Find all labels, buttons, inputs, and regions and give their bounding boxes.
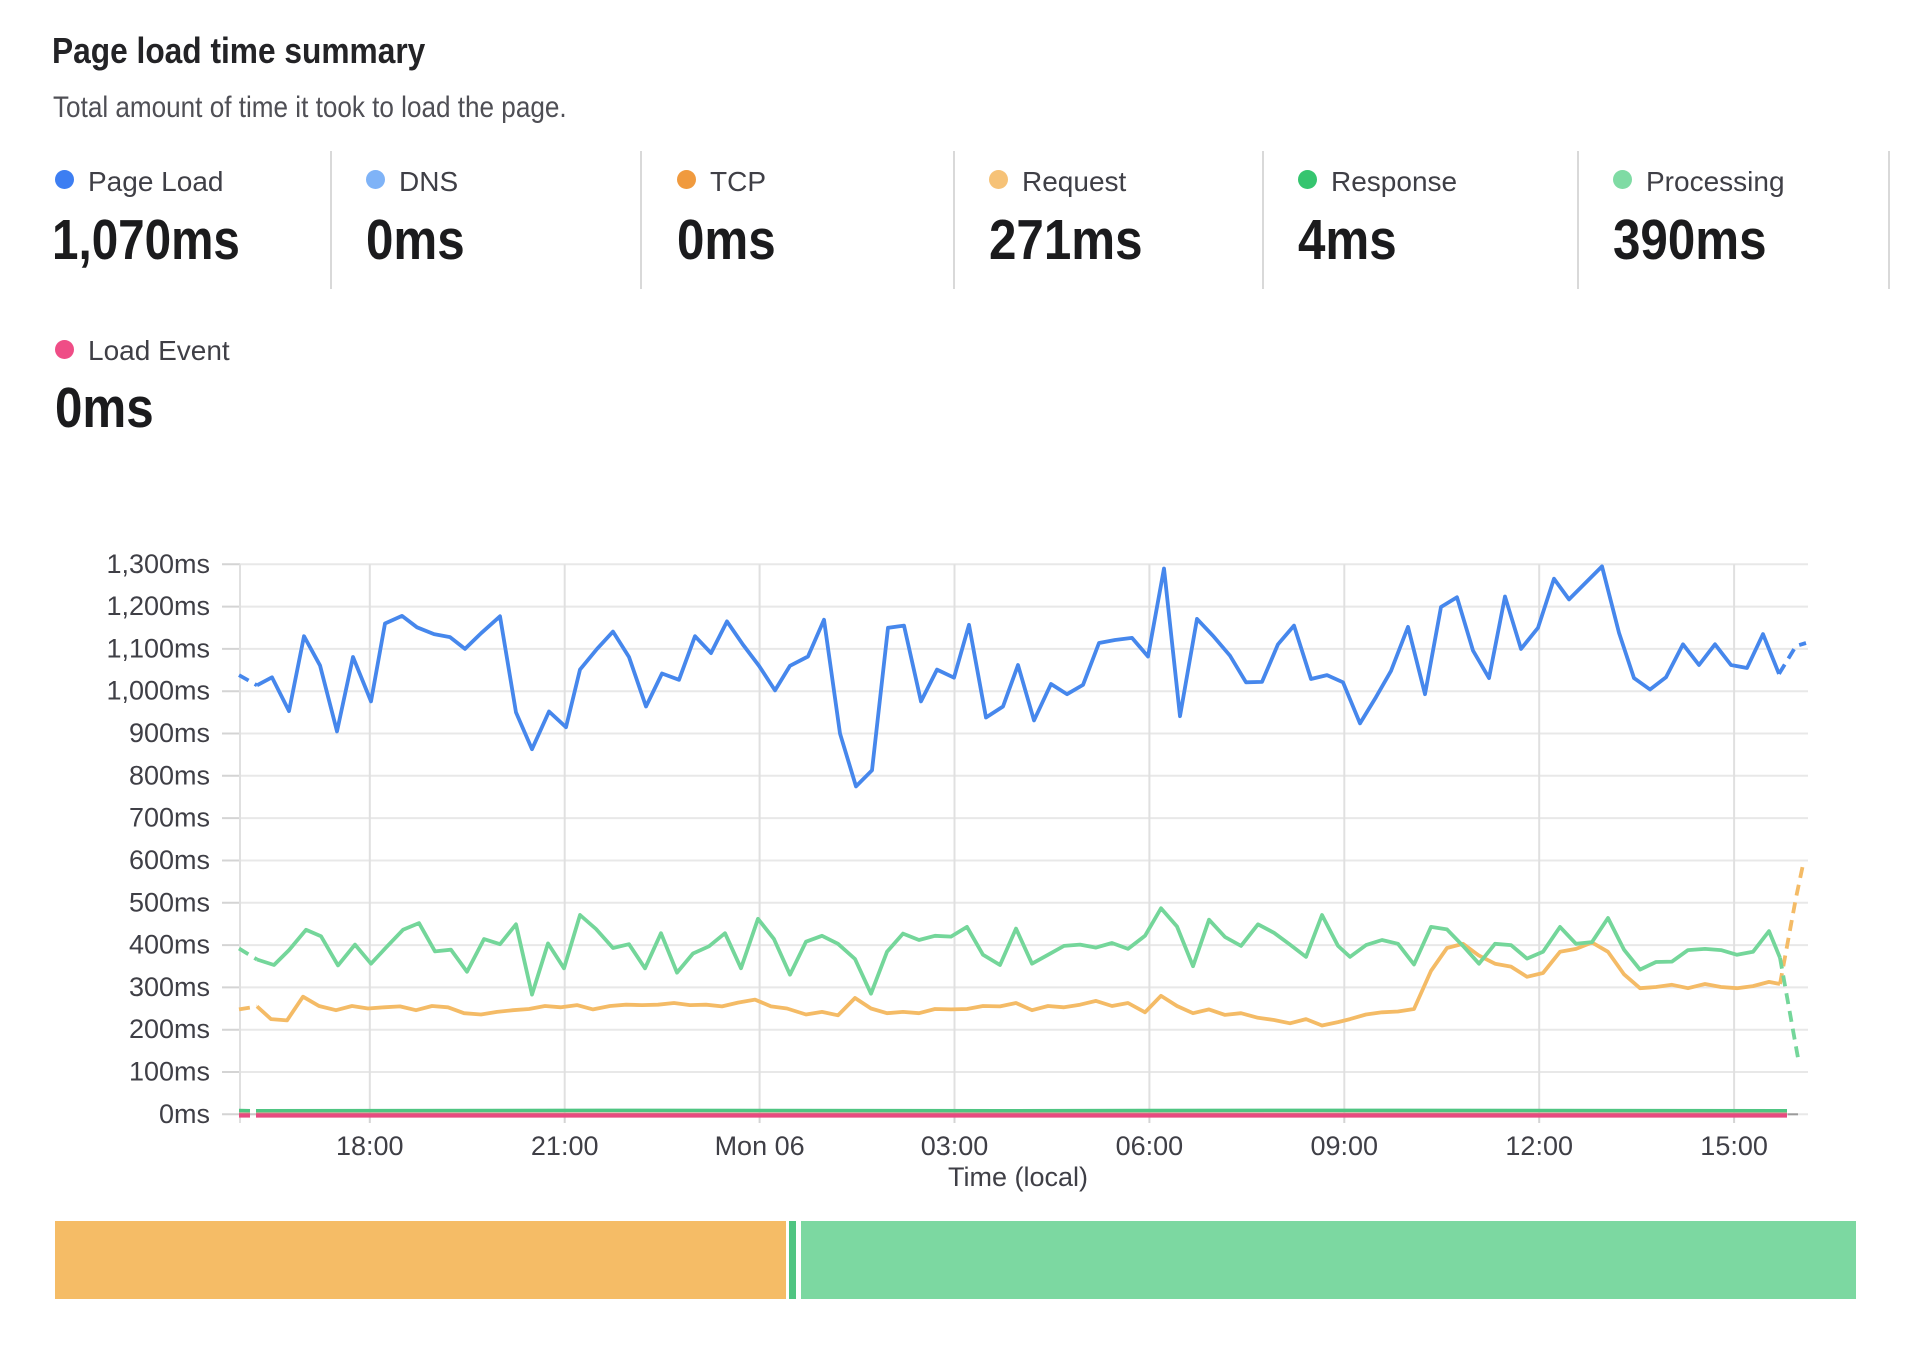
svg-text:800ms: 800ms [129, 760, 210, 790]
svg-text:700ms: 700ms [129, 803, 210, 833]
svg-text:200ms: 200ms [129, 1014, 210, 1044]
svg-text:0ms: 0ms [159, 1099, 210, 1129]
svg-text:18:00: 18:00 [336, 1131, 404, 1161]
svg-text:500ms: 500ms [129, 887, 210, 917]
svg-text:1,000ms: 1,000ms [106, 676, 210, 706]
svg-text:1,200ms: 1,200ms [106, 591, 210, 621]
svg-text:1,300ms: 1,300ms [106, 549, 210, 579]
svg-text:600ms: 600ms [129, 845, 210, 875]
svg-text:21:00: 21:00 [531, 1131, 599, 1161]
svg-text:100ms: 100ms [129, 1057, 210, 1087]
svg-text:03:00: 03:00 [921, 1131, 989, 1161]
svg-text:12:00: 12:00 [1505, 1131, 1573, 1161]
svg-text:300ms: 300ms [129, 972, 210, 1002]
svg-text:400ms: 400ms [129, 930, 210, 960]
svg-text:Mon 06: Mon 06 [715, 1131, 805, 1161]
svg-text:06:00: 06:00 [1116, 1131, 1184, 1161]
svg-text:1,100ms: 1,100ms [106, 633, 210, 663]
svg-text:09:00: 09:00 [1311, 1131, 1379, 1161]
svg-text:15:00: 15:00 [1700, 1131, 1768, 1161]
svg-text:900ms: 900ms [129, 718, 210, 748]
svg-text:Time (local): Time (local) [948, 1162, 1088, 1192]
